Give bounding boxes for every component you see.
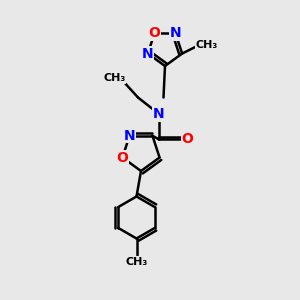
Text: N: N <box>142 46 154 61</box>
Text: O: O <box>182 133 194 146</box>
Text: N: N <box>153 107 165 121</box>
Text: CH₃: CH₃ <box>103 73 126 83</box>
Text: CH₃: CH₃ <box>125 256 148 267</box>
Text: CH₃: CH₃ <box>196 40 218 50</box>
Text: O: O <box>148 26 160 40</box>
Text: N: N <box>124 129 135 143</box>
Text: O: O <box>116 151 128 164</box>
Text: N: N <box>170 26 182 40</box>
